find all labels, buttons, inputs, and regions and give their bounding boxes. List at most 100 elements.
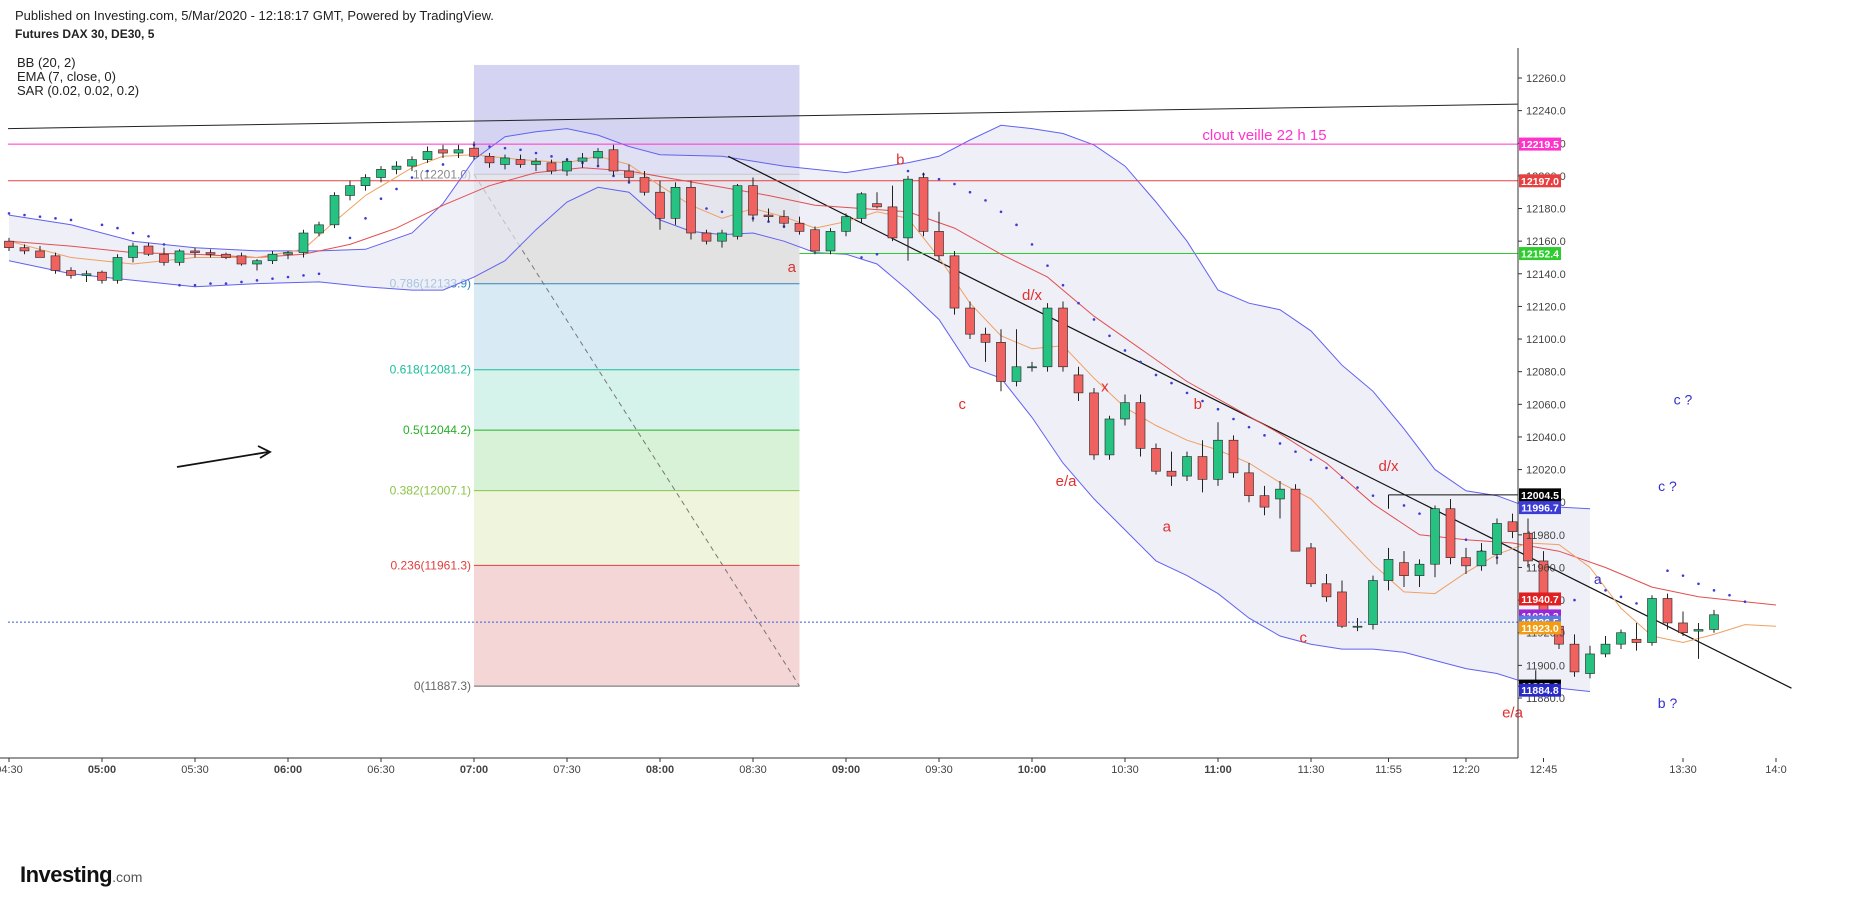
- candle-body: [1461, 557, 1471, 567]
- sar-dot: [860, 256, 863, 259]
- sar-dot: [410, 176, 414, 179]
- sar-dot: [131, 231, 135, 235]
- sar-dot: [1139, 360, 1142, 364]
- sar-dot: [1108, 334, 1111, 338]
- candle-body: [1507, 521, 1518, 532]
- sar-dot: [1278, 442, 1282, 445]
- candle-body: [996, 342, 1006, 382]
- candle-body: [143, 245, 154, 255]
- sar-dot: [1743, 600, 1747, 604]
- sar-dot: [364, 217, 367, 220]
- indicator-ema[interactable]: EMA (7, close, 0): [17, 69, 116, 84]
- indicator-bb[interactable]: BB (20, 2): [17, 55, 76, 70]
- candle-body: [748, 185, 758, 216]
- level-badge-12219.5: 12219.5: [1521, 139, 1559, 151]
- candle-body: [593, 151, 603, 159]
- time-tick-label: 05:00: [88, 764, 116, 776]
- candle-body: [732, 185, 743, 237]
- candle-body: [763, 214, 774, 217]
- annotation-label: e/a: [1056, 473, 1078, 490]
- candle-body: [1104, 418, 1115, 456]
- price-tick-label: 12240.0: [1526, 106, 1566, 118]
- sar-dot: [147, 234, 150, 238]
- candle-body: [1430, 508, 1440, 565]
- sar-dot: [984, 199, 987, 202]
- time-tick-label: 06:00: [274, 764, 302, 776]
- annotation-label: x: [1101, 378, 1109, 395]
- sar-dot: [395, 187, 398, 191]
- price-tick-label: 11900.0: [1526, 660, 1565, 672]
- candle-body: [484, 156, 495, 164]
- sar-dot: [240, 280, 243, 284]
- candle-body: [1600, 643, 1611, 655]
- candle-body: [1352, 625, 1363, 628]
- candle-body: [407, 159, 417, 167]
- time-tick-label: 08:00: [646, 764, 674, 776]
- candle-body: [1120, 402, 1130, 420]
- level-badge-12197.0-bg: [1519, 174, 1561, 188]
- price-tick-label: 12040.0: [1526, 432, 1566, 444]
- price-tick-label: 12140.0: [1526, 269, 1566, 281]
- annotation-label: c: [959, 396, 967, 413]
- price-badge-11996.7: 11996.7: [1521, 503, 1559, 515]
- bb-lower-line: [8, 186, 1591, 692]
- candle-body: [314, 224, 324, 234]
- sar-dot: [550, 155, 553, 158]
- candle-body: [1042, 307, 1053, 368]
- candle-body: [872, 203, 882, 208]
- sar-dot: [1356, 486, 1359, 489]
- candle-body: [779, 216, 789, 224]
- candle-body: [50, 255, 61, 271]
- sar-dot: [302, 274, 305, 277]
- sar-dot: [1201, 399, 1204, 403]
- candle-body: [686, 187, 696, 234]
- candle-body: [469, 147, 479, 157]
- time-axis[interactable]: 04:30 05:00 05:30 06:00 06:30 07:00 07:30 08:00…: [0, 757, 1787, 776]
- sar-dot: [379, 197, 383, 201]
- annotation-label: b ?: [1658, 695, 1678, 711]
- sar-dot: [69, 218, 73, 222]
- candle-body: [1337, 591, 1347, 627]
- candle-body: [1585, 653, 1595, 674]
- sar-dot: [178, 283, 181, 287]
- sar-dot: [1681, 574, 1685, 577]
- bb-upper-line: [8, 124, 1591, 510]
- arrow-head: [257, 445, 272, 459]
- sar-dot: [705, 207, 708, 210]
- candle-body: [1011, 366, 1022, 382]
- sar-dot: [1418, 512, 1421, 515]
- candle-body: [35, 250, 45, 258]
- annotation-label: b: [1194, 396, 1202, 413]
- candle-body: [205, 252, 216, 255]
- sar-dot: [1247, 425, 1251, 429]
- candle-body: [236, 255, 247, 265]
- price-badge-11884.8: 11884.8: [1521, 685, 1559, 697]
- candle-body: [1368, 580, 1378, 625]
- candle-body: [1399, 562, 1409, 576]
- indicator-sar[interactable]: SAR (0.02, 0.02, 0.2): [17, 83, 140, 98]
- annotation-label: d/x: [1378, 458, 1399, 475]
- candle-body: [1166, 470, 1177, 477]
- candle-body: [1027, 366, 1037, 369]
- sar-dot: [1325, 466, 1328, 470]
- candle-body: [949, 255, 960, 309]
- candle-body: [1182, 456, 1192, 477]
- sar-dot: [224, 282, 228, 285]
- time-tick-label: 14:0: [1765, 764, 1786, 776]
- candle-body: [360, 177, 371, 186]
- annotation-label: clout veille 22 h 15: [1202, 127, 1326, 144]
- candle-body: [701, 232, 712, 242]
- candle-body: [128, 245, 138, 258]
- sar-dot: [209, 282, 212, 285]
- sar-dot: [999, 210, 1003, 214]
- candle-body: [221, 253, 231, 258]
- sar-dot: [1340, 476, 1344, 480]
- candle-body: [918, 177, 929, 232]
- candle-body: [1073, 374, 1084, 394]
- price-axis[interactable]: 12260.012240.012220.012200.012180.012160…: [1517, 48, 1566, 758]
- price-tick-label: 11960.0: [1526, 562, 1565, 574]
- level-badge-12152.4-bg: [1519, 247, 1561, 261]
- sar-dot: [23, 213, 26, 217]
- candle-body: [159, 253, 169, 263]
